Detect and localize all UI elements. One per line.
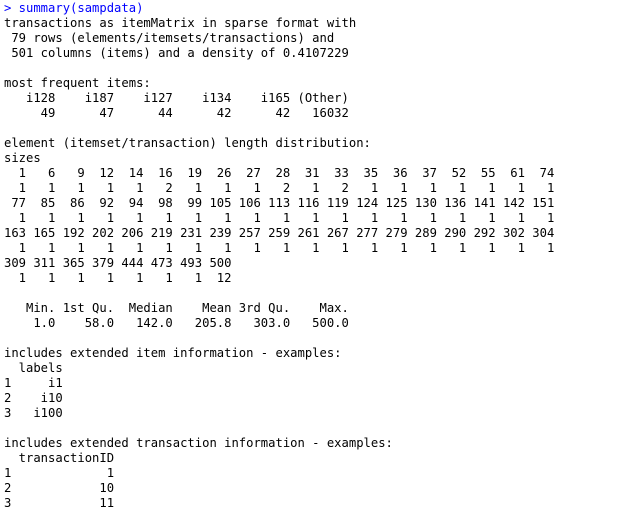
output-line: element (itemset/transaction) length dis… — [4, 136, 371, 150]
output-line: 2 i10 — [4, 391, 63, 405]
output-line: 1 6 9 12 14 16 19 26 27 28 31 33 35 36 3… — [4, 166, 555, 180]
output-line: 3 11 — [4, 496, 115, 510]
output-line: 309 311 365 379 444 473 493 500 — [4, 256, 232, 270]
output-line: 2 10 — [4, 481, 115, 495]
console-prompt-command: > summary(sampdata) — [4, 1, 144, 15]
output-line: i128 i187 i127 i134 i165 (Other) — [4, 91, 349, 105]
output-line: 1 i1 — [4, 376, 63, 390]
output-line: sizes — [4, 151, 41, 165]
output-line: 77 85 86 92 94 98 99 105 106 113 116 119… — [4, 196, 555, 210]
output-line: 163 165 192 202 206 219 231 239 257 259 … — [4, 226, 555, 240]
output-line: 1 1 1 1 1 1 1 1 1 1 1 1 1 1 1 1 1 1 1 — [4, 211, 555, 225]
output-line: includes extended transaction informatio… — [4, 436, 393, 450]
output-line: 501 columns (items) and a density of 0.4… — [4, 46, 349, 60]
output-line: Min. 1st Qu. Median Mean 3rd Qu. Max. — [4, 301, 357, 315]
output-line: transactions as itemMatrix in sparse for… — [4, 16, 357, 30]
output-line: labels — [4, 361, 63, 375]
output-line: 1 1 — [4, 466, 115, 480]
output-line: 3 i100 — [4, 406, 63, 420]
output-line: 1.0 58.0 142.0 205.8 303.0 500.0 — [4, 316, 357, 330]
output-line: 79 rows (elements/itemsets/transactions)… — [4, 31, 335, 45]
output-line: 1 1 1 1 1 2 1 1 1 2 1 2 1 1 1 1 1 1 1 — [4, 181, 555, 195]
output-line: 1 1 1 1 1 1 1 12 — [4, 271, 232, 285]
output-line: 1 1 1 1 1 1 1 1 1 1 1 1 1 1 1 1 1 1 1 — [4, 241, 555, 255]
output-line: 49 47 44 42 42 16032 — [4, 106, 349, 120]
output-line: includes extended item information - exa… — [4, 346, 342, 360]
output-line: transactionID — [4, 451, 115, 465]
output-line: most frequent items: — [4, 76, 151, 90]
